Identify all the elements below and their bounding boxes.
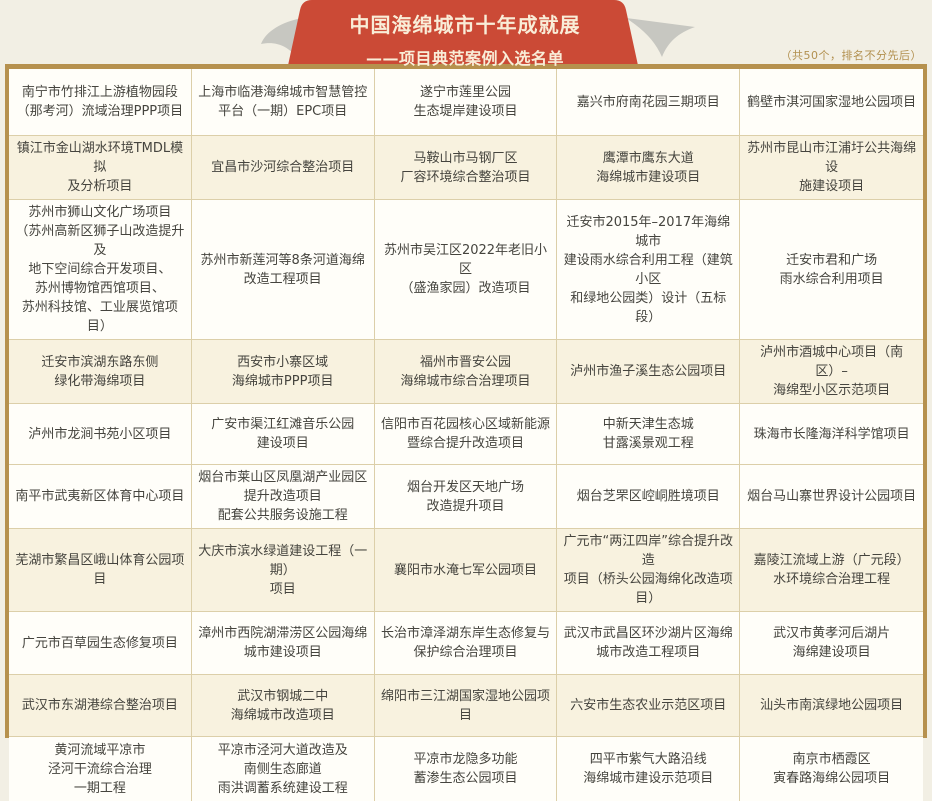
project-cell: 汕头市南滨绿地公园项目 [740, 675, 923, 736]
project-cell: 信阳市百花园核心区域新能源 暨综合提升改造项目 [374, 404, 558, 464]
project-cell: 黄河流域平凉市 泾河干流综合治理 一期工程 [9, 737, 192, 801]
project-cell: 鹰潭市鹰东大道 海绵城市建设项目 [557, 136, 741, 199]
project-cell: 鹤壁市淇河国家湿地公园项目 [740, 69, 923, 135]
project-cell: 迁安市2015年–2017年海绵城市 建设雨水综合利用工程（建筑小区 和绿地公园… [557, 200, 741, 339]
table-row: 武汉市东湖港综合整治项目 武汉市钢城二中 海绵城市改造项目 绵阳市三江湖国家湿地公园… [9, 675, 923, 737]
project-cell: 苏州市昆山市江浦圩公共海绵设 施建设项目 [740, 136, 923, 199]
project-cell: 苏州市吴江区2022年老旧小区 （盛渔家园）改造项目 [374, 200, 558, 339]
project-cell: 平凉市龙隐多功能 蓄渗生态公园项目 [374, 737, 558, 801]
project-cell: 迁安市君和广场 雨水综合利用项目 [740, 200, 923, 339]
ribbon-tail-left-icon [261, 18, 302, 58]
table-row: 泸州市龙涧书苑小区项目 广安市渠江红滩音乐公园 建设项目 信阳市百花园核心区域新能源… [9, 404, 923, 465]
project-cell: 广安市渠江红滩音乐公园 建设项目 [191, 404, 375, 464]
project-cell: 漳州市西院湖滞涝区公园海绵 城市建设项目 [191, 612, 375, 674]
project-cell: 泸州市酒城中心项目（南区）– 海绵型小区示范项目 [740, 340, 923, 403]
project-cell: 四平市紫气大路沿线 海绵城市建设示范项目 [557, 737, 741, 801]
table-row: 苏州市狮山文化广场项目 （苏州高新区狮子山改造提升及 地下空间综合开发项目、 苏… [9, 200, 923, 340]
project-cell: 泸州市渔子溪生态公园项目 [557, 340, 741, 403]
table-row: 镇江市金山湖水环境TMDL模拟 及分析项目 宜昌市沙河综合整治项目 马鞍山市马钢厂区… [9, 136, 923, 200]
project-cell: 泸州市龙涧书苑小区项目 [9, 404, 192, 464]
project-cell: 广元市“两江四岸”综合提升改造 项目（桥头公园海绵化改造项目） [557, 529, 741, 611]
project-cell: 遂宁市莲里公园 生态堤岸建设项目 [374, 69, 558, 135]
project-cell: 烟台芝罘区崆峒胜境项目 [557, 465, 741, 528]
page-title: 中国海绵城市十年成就展 [349, 13, 581, 37]
project-cell: 烟台开发区天地广场 改造提升项目 [374, 465, 558, 528]
ribbon-banner-icon [287, 0, 639, 70]
project-cell: 南宁市竹排江上游植物园段 （那考河）流域治理PPP项目 [9, 69, 192, 135]
project-cell: 南平市武夷新区体育中心项目 [9, 465, 192, 528]
project-cell: 福州市晋安公园 海绵城市综合治理项目 [374, 340, 558, 403]
project-cell: 西安市小寨区域 海绵城市PPP项目 [191, 340, 375, 403]
header: 中国海绵城市十年成就展 ——项目典范案例入选名单 [295, 0, 635, 69]
ribbon-tail-right-icon [626, 18, 695, 57]
project-cell: 马鞍山市马钢厂区 厂容环境综合整治项目 [374, 136, 558, 199]
project-cell: 武汉市武昌区环沙湖片区海绵 城市改造工程项目 [557, 612, 741, 674]
table-row: 黄河流域平凉市 泾河干流综合治理 一期工程 平凉市泾河大道改造及 南侧生态廊道 雨… [9, 737, 923, 801]
count-note: （共50个，排名不分先后） [780, 49, 922, 62]
project-cell: 烟台马山寨世界设计公园项目 [740, 465, 923, 528]
project-cell: 苏州市新莲河等8条河道海绵 改造工程项目 [191, 200, 375, 339]
project-cell: 迁安市滨湖东路东侧 绿化带海绵项目 [9, 340, 192, 403]
table-row: 广元市百草园生态修复项目 漳州市西院湖滞涝区公园海绵 城市建设项目 长治市漳泽湖东岸… [9, 612, 923, 675]
project-cell: 长治市漳泽湖东岸生态修复与 保护综合治理项目 [374, 612, 558, 674]
table-row: 南平市武夷新区体育中心项目 烟台市莱山区凤凰湖产业园区 提升改造项目 配套公共服务… [9, 465, 923, 529]
project-cell: 烟台市莱山区凤凰湖产业园区 提升改造项目 配套公共服务设施工程 [191, 465, 375, 528]
project-cell: 大庆市滨水绿道建设工程（一期） 项目 [191, 529, 375, 611]
project-cell: 襄阳市水淹七军公园项目 [374, 529, 558, 611]
project-cell: 武汉市东湖港综合整治项目 [9, 675, 192, 736]
project-cell: 绵阳市三江湖国家湿地公园项目 [374, 675, 558, 736]
project-cell: 中新天津生态城 甘露溪景观工程 [557, 404, 741, 464]
project-cell: 广元市百草园生态修复项目 [9, 612, 192, 674]
table-row: 南宁市竹排江上游植物园段 （那考河）流域治理PPP项目 上海市临港海绵城市智慧管控… [9, 69, 923, 136]
project-cell: 平凉市泾河大道改造及 南侧生态廊道 雨洪调蓄系统建设工程 [191, 737, 375, 801]
project-cell: 镇江市金山湖水环境TMDL模拟 及分析项目 [9, 136, 192, 199]
project-cell: 上海市临港海绵城市智慧管控 平台（一期）EPC项目 [191, 69, 375, 135]
project-cell: 武汉市黄孝河后湖片 海绵建设项目 [740, 612, 923, 674]
project-cell: 宜昌市沙河综合整治项目 [191, 136, 375, 199]
project-cell: 苏州市狮山文化广场项目 （苏州高新区狮子山改造提升及 地下空间综合开发项目、 苏… [9, 200, 192, 339]
project-cell: 珠海市长隆海洋科学馆项目 [740, 404, 923, 464]
header-ribbon [261, 0, 695, 70]
project-cell: 嘉陵江流域上游（广元段） 水环境综合治理工程 [740, 529, 923, 611]
project-cell: 武汉市钢城二中 海绵城市改造项目 [191, 675, 375, 736]
table-row: 迁安市滨湖东路东侧 绿化带海绵项目 西安市小寨区域 海绵城市PPP项目 福州市晋安公… [9, 340, 923, 404]
project-table: 南宁市竹排江上游植物园段 （那考河）流域治理PPP项目 上海市临港海绵城市智慧管控… [5, 64, 927, 801]
project-cell: 芜湖市繁昌区峨山体育公园项目 [9, 529, 192, 611]
table-row: 芜湖市繁昌区峨山体育公园项目 大庆市滨水绿道建设工程（一期） 项目 襄阳市水淹七军公… [9, 529, 923, 612]
page-subtitle: ——项目典范案例入选名单 [365, 49, 564, 68]
project-cell: 六安市生态农业示范区项目 [557, 675, 741, 736]
project-cell: 南京市栖霞区 寅春路海绵公园项目 [740, 737, 923, 801]
project-cell: 嘉兴市府南花园三期项目 [557, 69, 741, 135]
